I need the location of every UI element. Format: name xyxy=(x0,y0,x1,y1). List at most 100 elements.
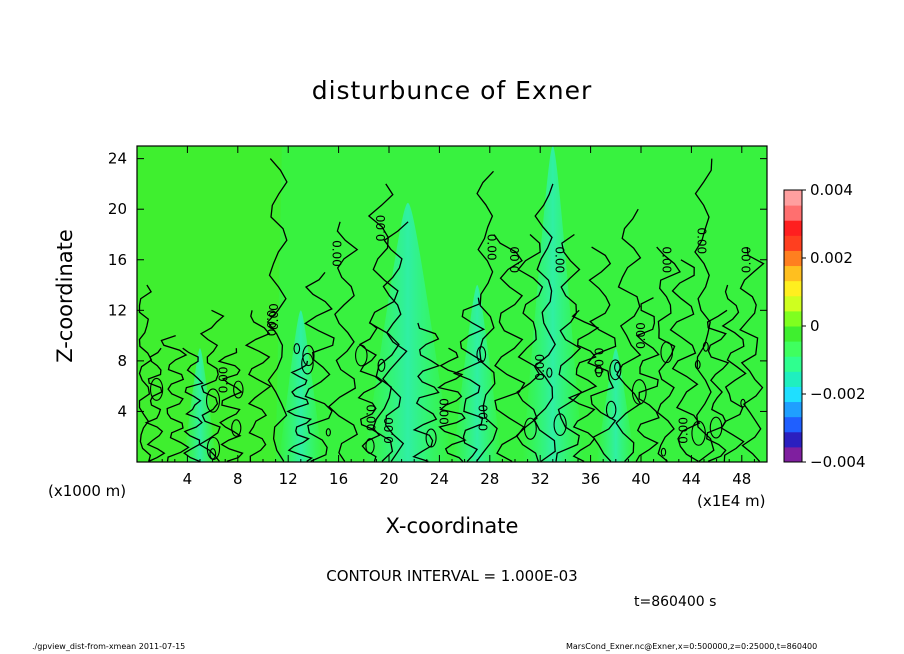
contour-blob-14 xyxy=(206,436,221,461)
contour-line-2 xyxy=(160,334,190,462)
contour-line-19 xyxy=(515,234,544,462)
contour-line-5 xyxy=(217,348,244,463)
plot-area xyxy=(137,146,767,462)
contour-line-14 xyxy=(412,322,441,463)
contour-line-25 xyxy=(635,297,660,462)
contour-line-13 xyxy=(382,221,409,462)
x-unit-right: (x1E4 m) xyxy=(697,492,766,510)
x-tick-label-1: 8 xyxy=(233,470,243,488)
contour-lines: 0.00 0.00 0.00 0.00 0.00 0.00 0.00 0.00 0.00 0.00… xyxy=(138,158,765,463)
y-tick-label-1: 8 xyxy=(117,352,127,370)
contour-label-16: 0.00 xyxy=(677,417,691,444)
y-tick-label-0: 4 xyxy=(117,402,127,420)
contour-blob-13 xyxy=(425,428,437,448)
x-axis-title: X-coordinate xyxy=(385,514,519,538)
x-tick-label-5: 24 xyxy=(430,470,449,488)
x-unit-left: (x1000 m) xyxy=(48,482,127,500)
contour-line-0 xyxy=(138,284,153,462)
contour-blob-24 xyxy=(523,417,537,440)
colorbar-label-2: 0 xyxy=(810,317,820,335)
contour-label-15: 0.00 xyxy=(659,246,673,273)
colorbar-swatch-0 xyxy=(784,446,802,463)
contour-line-18 xyxy=(493,234,526,462)
footer-right: MarsCond_Exner.nc@Exner,x=0:500000,z=0:2… xyxy=(566,642,818,651)
contour-blob-27 xyxy=(377,358,386,372)
contour-label-6: 0.00 xyxy=(382,417,396,444)
contour-blob-12 xyxy=(694,359,701,370)
colorbar-label-1: 0.002 xyxy=(810,249,853,267)
contour-line-3 xyxy=(182,347,204,462)
contour-blob-1 xyxy=(709,416,723,439)
chart-title: disturbunce of Exner xyxy=(311,76,593,105)
contour-blob-26 xyxy=(614,361,621,373)
contour-line-27 xyxy=(669,259,701,462)
contour-blob-29 xyxy=(605,400,617,419)
contour-line-31 xyxy=(739,247,765,462)
contour-line-1 xyxy=(144,347,166,462)
contour-line-6 xyxy=(244,310,272,462)
contour-blob-0 xyxy=(660,447,667,457)
contour-line-15 xyxy=(437,347,467,462)
contour-blob-22 xyxy=(231,419,242,437)
colorbar-swatch-5 xyxy=(784,371,802,387)
colorbar-label-3: −0.002 xyxy=(810,385,866,403)
contour-label-7: 0.00 xyxy=(436,398,450,425)
colorbar-swatch-7 xyxy=(784,341,802,357)
colorbar-label-0: 0.004 xyxy=(810,181,853,199)
colorbar-swatch-11 xyxy=(784,280,802,297)
x-tick-label-11: 48 xyxy=(732,470,751,488)
contour-blob-3 xyxy=(609,359,622,381)
colorbar: 0.004 0.002 0 −0.002 −0.004 xyxy=(783,181,866,471)
contour-line-12 xyxy=(367,183,400,462)
colorbar-swatch-13 xyxy=(784,250,802,267)
contour-line-26 xyxy=(656,246,681,462)
colorbar-swatch-1 xyxy=(784,431,802,448)
x-tick-label-10: 44 xyxy=(682,470,701,488)
contour-line-7 xyxy=(266,158,288,462)
x-tick-label-2: 12 xyxy=(279,470,298,488)
contour-blob-21 xyxy=(660,341,674,364)
contour-label-8: 0.00 xyxy=(476,404,490,431)
time-label: t=860400 s xyxy=(634,594,717,610)
y-tick-label-2: 12 xyxy=(108,301,127,319)
contour-blob-4 xyxy=(355,344,368,367)
contour-label-17: 0.00 xyxy=(695,227,709,254)
contour-line-23 xyxy=(587,246,617,462)
contour-label-1: 0.00 xyxy=(264,310,278,337)
contour-line-29 xyxy=(705,309,730,463)
contour-label-4: 0.00 xyxy=(374,215,388,242)
contour-line-10 xyxy=(327,221,359,462)
contour-line-17 xyxy=(475,170,498,462)
contour-blob-25 xyxy=(546,367,553,378)
contour-blob-18 xyxy=(631,379,647,405)
y-tick-label-4: 20 xyxy=(108,200,127,218)
contour-blob-16 xyxy=(325,428,331,437)
colorbar-swatch-3 xyxy=(784,401,802,418)
contour-blob-6 xyxy=(702,341,709,352)
contour-blob-7 xyxy=(595,365,603,378)
colorbar-swatch-16 xyxy=(784,205,802,221)
contour-label-3: 0.00 xyxy=(329,240,343,267)
contour-line-21 xyxy=(555,233,583,462)
contour-line-30 xyxy=(720,284,747,462)
contour-blob-10 xyxy=(365,438,375,454)
colorbar-swatch-14 xyxy=(784,235,802,251)
contour-label-13: 0.00 xyxy=(591,348,605,375)
contour-line-28 xyxy=(694,158,715,462)
contour-label-0: 0.00 xyxy=(217,366,231,393)
contour-line-9 xyxy=(304,271,335,462)
contour-blob-5 xyxy=(301,352,314,375)
colorbar-swatch-8 xyxy=(784,326,802,342)
colorbar-swatch-2 xyxy=(784,416,802,433)
contour-label-12: 0.00 xyxy=(533,354,547,381)
contour-blob-17 xyxy=(553,413,567,437)
colorbar-swatch-10 xyxy=(784,295,802,312)
contour-label-14: 0.00 xyxy=(634,322,648,349)
colorbar-swatch-4 xyxy=(784,386,802,403)
contour-blob-19 xyxy=(205,388,221,413)
plume-2 xyxy=(522,146,584,462)
contour-label-5: 0.00 xyxy=(363,404,377,431)
contour-label-18: 0.00 xyxy=(740,246,754,273)
